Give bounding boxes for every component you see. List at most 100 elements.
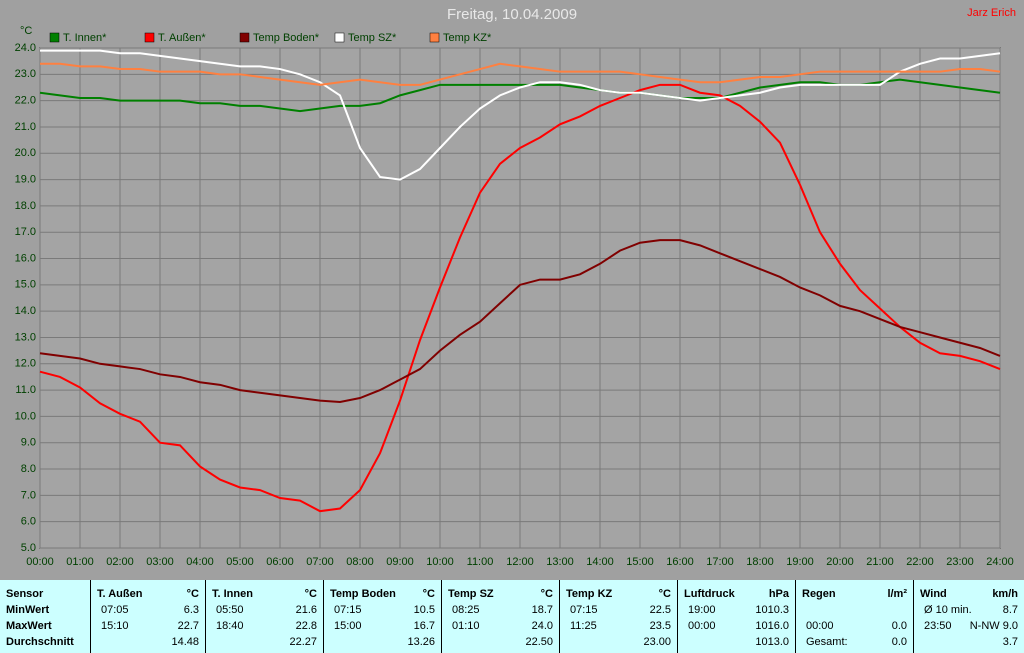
legend-label: Temp KZ* — [443, 32, 492, 44]
group-header: Temp KZ — [566, 588, 613, 600]
y-tick-label: 11.0 — [15, 384, 36, 396]
x-tick-label: 18:00 — [746, 556, 774, 568]
legend-swatch — [144, 32, 155, 43]
x-tick-label: 07:00 — [306, 556, 334, 568]
table-cell: 8.7 — [1002, 604, 1018, 616]
group-header: T. Innen — [212, 588, 253, 600]
legend-label: T. Innen* — [63, 32, 107, 44]
table-cell: 05:50 — [216, 604, 244, 616]
group-unit: °C — [186, 588, 199, 600]
table-cell: 23:50 — [924, 620, 952, 632]
y-tick-label: 17.0 — [15, 226, 36, 238]
table-group: Luftdruck hPa 19:00 1010.3 00:00 1016.0 1013.0 — [677, 580, 795, 653]
x-tick-label: 09:00 — [386, 556, 414, 568]
table-cell: 18:40 — [216, 620, 244, 632]
table-cell: Ø 10 min. — [924, 604, 972, 616]
y-tick-label: 10.0 — [15, 410, 36, 422]
table-cell: 19:00 — [688, 604, 716, 616]
table-cell: 3.7 — [1002, 636, 1018, 648]
x-tick-label: 06:00 — [266, 556, 294, 568]
table-cell: 07:15 — [334, 604, 362, 616]
y-tick-label: 19.0 — [15, 173, 36, 185]
legend-label: T. Außen* — [158, 32, 206, 44]
group-unit: hPa — [768, 588, 789, 600]
legend-swatch — [429, 32, 440, 43]
y-tick-label: 22.0 — [15, 95, 36, 107]
row-label: MinWert — [6, 604, 50, 616]
y-tick-label: 7.0 — [21, 489, 36, 501]
table-cell: 16.7 — [413, 620, 435, 632]
table-cell: 01:10 — [452, 620, 480, 632]
y-tick-label: 20.0 — [15, 147, 36, 159]
table-cell: 00:00 — [806, 620, 834, 632]
table-cell: 22.7 — [177, 620, 199, 632]
x-tick-label: 17:00 — [706, 556, 734, 568]
legend-label: Temp SZ* — [348, 32, 397, 44]
y-tick-label: 15.0 — [15, 279, 36, 291]
table-cell: 15:10 — [101, 620, 129, 632]
legend-swatch — [49, 32, 60, 43]
x-tick-label: 16:00 — [666, 556, 694, 568]
table-cell: 18.7 — [531, 604, 553, 616]
x-tick-label: 10:00 — [426, 556, 454, 568]
y-tick-label: 16.0 — [15, 252, 36, 264]
y-tick-label: 23.0 — [15, 68, 36, 80]
series-line — [39, 239, 1001, 403]
table-cell: 0.0 — [891, 620, 907, 632]
y-tick-label: 13.0 — [15, 331, 36, 343]
table-cell: Gesamt: — [806, 636, 848, 648]
x-tick-label: 03:00 — [146, 556, 174, 568]
y-tick-label: 14.0 — [15, 305, 36, 317]
chart: Freitag, 10.04.2009 Jarz Erich °C 5.0 6.0… — [15, 6, 1016, 568]
x-tick-label: 24:00 — [986, 556, 1014, 568]
table-cell: 13.26 — [407, 636, 435, 648]
x-tick-label: 05:00 — [226, 556, 254, 568]
table-cell: N-NW 9.0 — [969, 620, 1018, 632]
table-group: Temp Boden °C 07:15 10.5 15:00 16.7 13.26 — [323, 580, 441, 653]
x-tick-label: 01:00 — [66, 556, 94, 568]
group-unit: km/h — [992, 588, 1018, 600]
x-tick-label: 15:00 — [626, 556, 654, 568]
table-cell: 07:05 — [101, 604, 129, 616]
table-cell: 10.5 — [413, 604, 435, 616]
x-tick-label: 20:00 — [826, 556, 854, 568]
group-header: T. Außen — [97, 588, 143, 600]
table-cell: 6.3 — [183, 604, 199, 616]
group-unit: °C — [658, 588, 671, 600]
x-tick-label: 13:00 — [546, 556, 574, 568]
group-header: Regen — [802, 588, 836, 600]
table-cell: 11:25 — [570, 620, 597, 632]
x-tick-label: 00:00 — [26, 556, 54, 568]
table-cell: 0.0 — [891, 636, 907, 648]
table-cell: 21.6 — [295, 604, 317, 616]
table-cell: 23.00 — [643, 636, 671, 648]
table-cell: 24.0 — [531, 620, 553, 632]
table-cell: 22.50 — [525, 636, 553, 648]
x-tick-label: 02:00 — [106, 556, 134, 568]
row-label: Sensor — [6, 588, 44, 600]
row-label: MaxWert — [6, 620, 52, 632]
legend-swatch — [334, 32, 345, 43]
group-header: Wind — [920, 588, 947, 600]
table-cell: 08:25 — [452, 604, 480, 616]
table-cell: 00:00 — [688, 620, 716, 632]
group-unit: l/m² — [887, 588, 907, 600]
y-tick-label: 8.0 — [21, 463, 36, 475]
x-tick-label: 12:00 — [506, 556, 534, 568]
table-cell: 22.8 — [295, 620, 317, 632]
x-tick-label: 11:00 — [467, 556, 494, 568]
x-tick-label: 22:00 — [906, 556, 934, 568]
series-line — [39, 83, 1001, 513]
group-header: Luftdruck — [684, 588, 735, 600]
group-unit: °C — [304, 588, 317, 600]
series-line — [40, 62, 1001, 86]
y-axis-label: °C — [20, 25, 32, 37]
table-cell: 22.5 — [649, 604, 671, 616]
table-cell: 22.27 — [289, 636, 317, 648]
x-tick-label: 08:00 — [346, 556, 374, 568]
table-group: Regen l/m² 00:00 0.0 Gesamt: 0.0 — [795, 580, 913, 653]
table-cell: 23.5 — [649, 620, 671, 632]
y-tick-label: 18.0 — [15, 200, 36, 212]
x-tick-label: 04:00 — [186, 556, 214, 568]
